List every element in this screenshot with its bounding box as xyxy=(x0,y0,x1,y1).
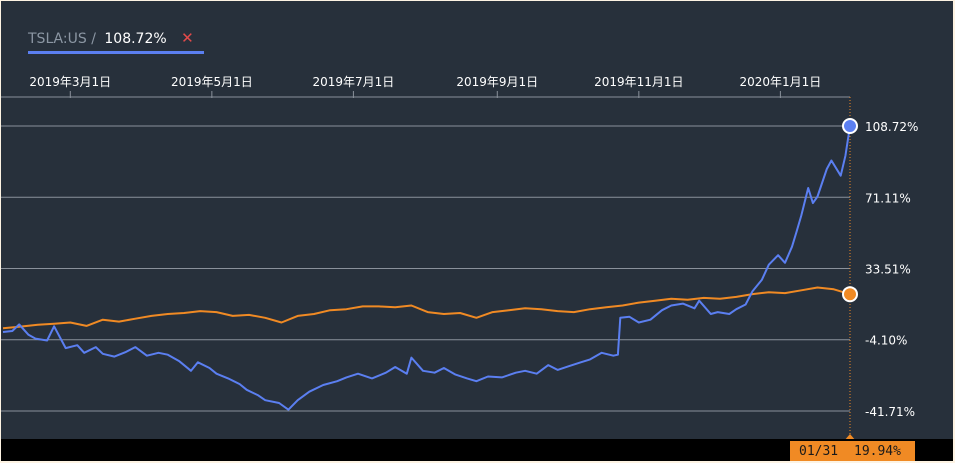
time-axis-bar xyxy=(1,439,953,461)
x-tick-label: 2020年1月1日 xyxy=(739,75,821,89)
series-line-benchmark xyxy=(2,286,851,330)
y-tick-label: 108.72% xyxy=(865,120,918,134)
close-icon[interactable]: ✕ xyxy=(181,29,194,47)
series-tab-tsla[interactable]: TSLA:US / 108.72% ✕ xyxy=(28,29,204,55)
y-tick-label: 71.11% xyxy=(865,191,911,205)
crosshair-value-badge: 01/31 19.94% xyxy=(790,441,915,461)
y-tick-label: -4.10% xyxy=(865,334,907,348)
crosshair-value-label: 19.94% xyxy=(854,444,901,459)
series-line-tsla xyxy=(2,125,851,411)
x-tick-label: 2019年9月1日 xyxy=(456,75,538,89)
y-tick-label: 33.51% xyxy=(865,262,911,276)
x-tick-label: 2019年5月1日 xyxy=(171,75,253,89)
series-end-point-benchmark xyxy=(842,286,858,303)
x-tick-label: 2019年11月1日 xyxy=(594,75,683,89)
x-tick-label: 2019年3月1日 xyxy=(29,75,111,89)
tab-separator: / xyxy=(91,31,96,47)
ticker-symbol: TSLA:US xyxy=(28,31,87,47)
series-end-point-tsla xyxy=(842,118,858,134)
crosshair-date-label: 01/31 xyxy=(799,444,839,459)
active-tab-underline xyxy=(28,51,204,54)
tab-value: 108.72% xyxy=(104,31,167,47)
y-tick-label: -41.71% xyxy=(865,405,915,419)
x-tick-label: 2019年7月1日 xyxy=(312,75,394,89)
